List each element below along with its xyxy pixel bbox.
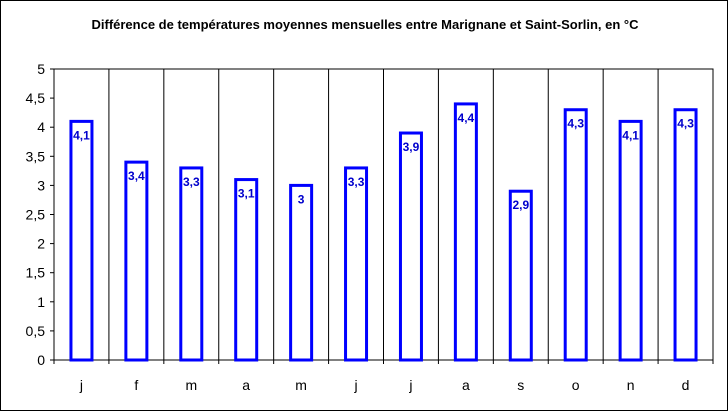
data-label: 3 (298, 192, 305, 206)
x-tick-label: a (462, 377, 470, 393)
bar (563, 108, 588, 362)
x-tick-label: n (627, 377, 635, 393)
y-tick-label: 3,5 (26, 148, 46, 164)
bar (508, 189, 533, 362)
data-label: 4,3 (677, 117, 694, 131)
y-tick-label: 0 (37, 352, 45, 368)
bar (453, 102, 478, 362)
bar (69, 119, 94, 362)
y-tick-label: 2 (37, 236, 45, 252)
x-tick-label: o (572, 377, 580, 393)
x-tick-label: s (517, 377, 524, 393)
y-tick-label: 1,5 (26, 265, 46, 281)
y-tick-label: 4 (37, 119, 45, 135)
bar (398, 131, 423, 362)
x-tick-label: m (295, 377, 307, 393)
data-label: 3,3 (348, 175, 365, 189)
data-label: 3,4 (128, 169, 145, 183)
data-label: 4,1 (73, 128, 90, 142)
y-tick-label: 1 (37, 294, 45, 310)
x-tick-label: j (353, 377, 357, 393)
data-label: 3,3 (183, 175, 200, 189)
data-label: 4,1 (622, 128, 639, 142)
y-tick-label: 4,5 (26, 90, 46, 106)
x-tick-label: d (682, 377, 690, 393)
x-tick-label: m (185, 377, 197, 393)
chart-title: Différence de températures moyennes mens… (91, 17, 639, 32)
data-label: 3,9 (403, 140, 420, 154)
bar (179, 166, 204, 362)
bar (124, 160, 149, 362)
y-tick-label: 2,5 (26, 207, 46, 223)
data-label: 2,9 (512, 198, 529, 212)
x-tick-label: j (408, 377, 412, 393)
y-tick-label: 0,5 (26, 323, 46, 339)
data-label: 4,3 (567, 117, 584, 131)
y-tick-label: 3 (37, 177, 45, 193)
data-label: 4,4 (458, 111, 475, 125)
bar (618, 119, 643, 362)
bar (234, 178, 259, 362)
bar (289, 183, 314, 362)
x-tick-label: a (242, 377, 250, 393)
bar (673, 108, 698, 362)
x-tick-label: f (134, 377, 138, 393)
data-label: 3,1 (238, 187, 255, 201)
y-tick-label: 5 (37, 61, 45, 77)
bar (344, 166, 369, 362)
x-tick-label: j (79, 377, 83, 393)
